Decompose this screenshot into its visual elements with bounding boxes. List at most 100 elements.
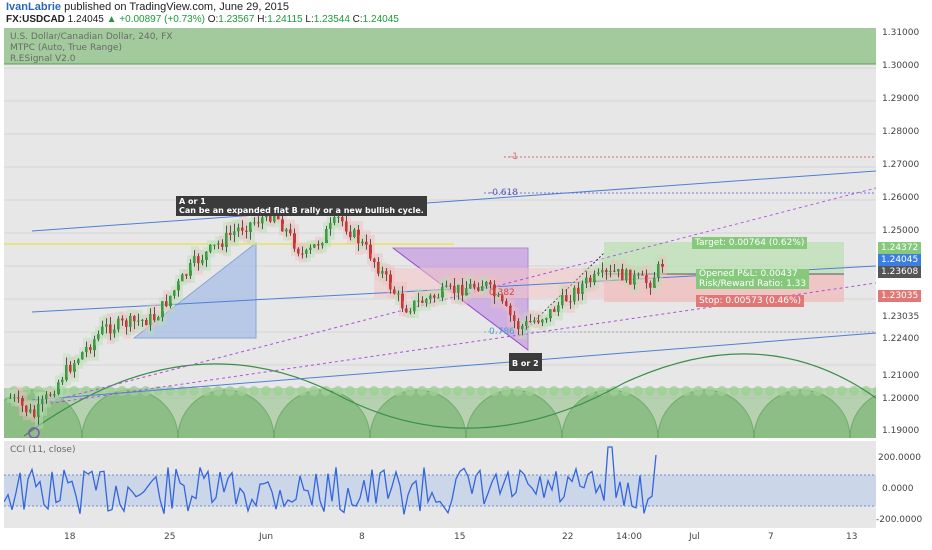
cycle-dot — [777, 386, 787, 396]
cycle-dot — [693, 386, 703, 396]
candle-body — [309, 247, 312, 250]
candle-body — [653, 277, 656, 288]
stop-label: Stop: 0.00573 (0.46%) — [696, 295, 805, 307]
stop-price-tag: 1.23035 — [878, 290, 922, 302]
cycle-dot — [873, 386, 876, 396]
candle-body — [201, 259, 204, 264]
open-value: 1.23567 — [218, 14, 255, 25]
candle-shadow-box — [443, 276, 451, 292]
candle-body — [189, 263, 192, 276]
candle-body — [169, 295, 172, 307]
candle-body — [273, 215, 276, 222]
cycle-dot — [705, 386, 715, 396]
cycle-dot — [765, 386, 775, 396]
cci-tick: -200.0000 — [876, 515, 923, 525]
candle-body — [629, 269, 632, 285]
candle-body — [625, 269, 628, 281]
indicator-mtpc-label[interactable]: MTPC (Auto, True Range) — [10, 43, 122, 53]
candle-body — [45, 394, 48, 400]
price-chart-pane[interactable]: U.S. Dollar/Canadian Dollar, 240, FX MTP… — [4, 28, 876, 438]
candle-body — [101, 326, 104, 335]
candle-body — [561, 295, 564, 306]
candle-body — [549, 309, 552, 319]
candle-body — [217, 243, 220, 245]
candle-shadow-box — [635, 268, 643, 283]
candle-body — [161, 301, 164, 318]
candle-body — [593, 273, 596, 283]
cycle-dot — [393, 386, 403, 396]
cci-indicator-pane[interactable]: CCI (11, close) — [4, 441, 876, 528]
candle-body — [121, 318, 124, 321]
cci-title[interactable]: CCI (11, close) — [10, 445, 76, 455]
cycle-dot — [717, 386, 727, 396]
cycle-dot — [237, 386, 247, 396]
cycle-dot — [501, 386, 511, 396]
published-text: published on TradingView.com, June 29, 2… — [64, 1, 289, 13]
candle-body — [557, 305, 560, 312]
candle-body — [333, 217, 336, 224]
up-arrow-icon: ▲ — [106, 14, 117, 25]
price-tick: 1.19000 — [882, 426, 920, 436]
candle-shadow-box — [299, 242, 307, 263]
candle-body — [21, 398, 24, 406]
fib-618-label: -0.618 — [489, 188, 519, 198]
candle-shadow-box — [215, 236, 223, 254]
cycle-dot — [573, 386, 583, 396]
candle-body — [437, 297, 440, 299]
candle-shadow-box — [415, 288, 423, 312]
symbol-label: FX:USDCAD — [6, 14, 65, 25]
cci-chart-svg[interactable] — [4, 441, 876, 528]
candle-body — [277, 215, 280, 220]
candle-body — [301, 253, 304, 255]
candle-shadow-box — [243, 221, 251, 243]
cycle-dot — [753, 386, 763, 396]
candle-body — [213, 244, 216, 246]
cycle-dot — [81, 386, 91, 396]
candle-body — [637, 274, 640, 276]
candle-body — [113, 329, 116, 334]
fib-minus1-label: -1 — [509, 152, 518, 162]
cycle-dot — [837, 386, 847, 396]
close-label: C: — [352, 14, 363, 25]
candle-shadow-box — [7, 389, 15, 403]
time-axis[interactable]: 18 25 Jun 8 15 22 14:00 Jul 7 13 — [4, 528, 876, 550]
price-tick: 1.20000 — [882, 394, 920, 404]
candle-body — [449, 285, 452, 287]
candle-shadow-box — [595, 264, 603, 280]
candle-body — [393, 289, 396, 294]
candle-body — [581, 283, 584, 294]
candle-body — [577, 287, 580, 294]
cycle-dot — [429, 386, 439, 396]
candle-shadow-box — [543, 313, 551, 327]
price-tick: 1.26000 — [882, 193, 920, 203]
price-axis[interactable]: 1.31000 1.30000 1.29000 1.28000 1.27000 … — [876, 28, 932, 528]
candle-body — [337, 216, 340, 218]
candle-body — [405, 308, 408, 313]
candle-body — [353, 229, 356, 238]
candle-shadow-box — [519, 319, 527, 340]
price-chart-svg[interactable] — [4, 28, 876, 438]
fib-786-label: 0.786 — [489, 327, 515, 337]
candle-shadow-box — [535, 310, 543, 329]
candle-body — [177, 281, 180, 291]
cycle-dot — [609, 386, 619, 396]
top-resistance-zone — [4, 28, 876, 64]
candle-body — [641, 274, 644, 276]
price-tick: 1.21000 — [882, 371, 920, 381]
cycle-dot — [525, 386, 535, 396]
time-tick: 15 — [454, 532, 466, 542]
candle-body — [409, 311, 412, 313]
cycle-dot — [285, 386, 295, 396]
candle-body — [69, 364, 72, 372]
candle-body — [617, 269, 620, 272]
author-link[interactable]: IvanLabrie — [6, 1, 62, 13]
candle-body — [661, 264, 664, 267]
cycle-dot — [9, 386, 19, 396]
cycle-dot — [513, 386, 523, 396]
indicator-resignal-label[interactable]: R.ESignal V2.0 — [10, 54, 76, 64]
candle-body — [117, 318, 120, 330]
time-tick: Jul — [689, 532, 700, 542]
channel-lower-line — [31, 332, 876, 401]
rr-label: Risk/Reward Ratio: 1.33 — [699, 279, 807, 289]
candle-body — [17, 397, 20, 399]
